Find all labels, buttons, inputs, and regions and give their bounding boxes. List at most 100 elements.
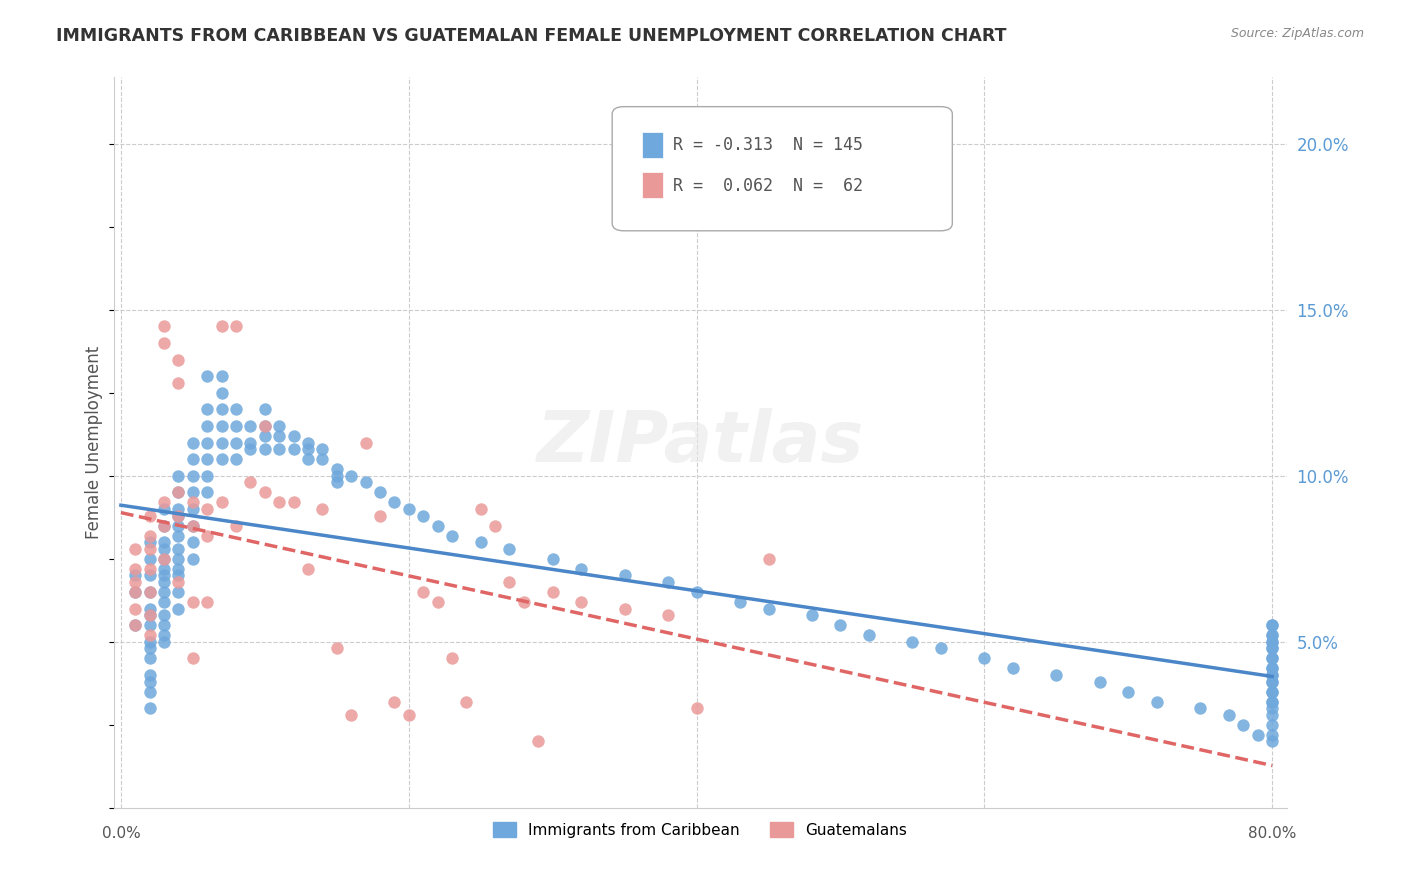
Immigrants from Caribbean: [253, 402, 276, 417]
Guatemalans: [153, 495, 176, 509]
Immigrants from Caribbean: [253, 429, 276, 443]
Immigrants from Caribbean: [181, 551, 204, 566]
Guatemalans: [456, 694, 478, 708]
Guatemalans: [685, 701, 707, 715]
Immigrants from Caribbean: [1261, 674, 1284, 689]
Guatemalans: [181, 595, 204, 609]
Immigrants from Caribbean: [138, 618, 160, 632]
Immigrants from Caribbean: [138, 651, 160, 665]
Immigrants from Caribbean: [195, 402, 218, 417]
Bar: [641, 132, 662, 158]
Immigrants from Caribbean: [167, 468, 190, 483]
Immigrants from Caribbean: [297, 435, 319, 450]
Immigrants from Caribbean: [1261, 618, 1284, 632]
Immigrants from Caribbean: [1261, 718, 1284, 732]
Guatemalans: [527, 734, 550, 748]
Text: ZIPatlas: ZIPatlas: [537, 409, 863, 477]
Immigrants from Caribbean: [1261, 641, 1284, 656]
Immigrants from Caribbean: [1247, 728, 1270, 742]
Immigrants from Caribbean: [211, 369, 233, 384]
Immigrants from Caribbean: [225, 452, 247, 467]
Immigrants from Caribbean: [571, 562, 593, 576]
Immigrants from Caribbean: [1261, 668, 1284, 682]
Immigrants from Caribbean: [167, 562, 190, 576]
Immigrants from Caribbean: [167, 541, 190, 556]
Immigrants from Caribbean: [1002, 661, 1025, 675]
Guatemalans: [124, 618, 146, 632]
Text: Source: ZipAtlas.com: Source: ZipAtlas.com: [1230, 27, 1364, 40]
Immigrants from Caribbean: [470, 535, 492, 549]
Guatemalans: [153, 336, 176, 351]
Immigrants from Caribbean: [124, 568, 146, 582]
Guatemalans: [138, 585, 160, 599]
Immigrants from Caribbean: [167, 585, 190, 599]
Guatemalans: [225, 319, 247, 334]
Guatemalans: [426, 595, 449, 609]
Legend: Immigrants from Caribbean, Guatemalans: Immigrants from Caribbean, Guatemalans: [486, 815, 914, 844]
Immigrants from Caribbean: [1189, 701, 1212, 715]
Guatemalans: [153, 518, 176, 533]
Guatemalans: [167, 376, 190, 390]
Guatemalans: [138, 541, 160, 556]
Immigrants from Caribbean: [167, 502, 190, 516]
Immigrants from Caribbean: [167, 518, 190, 533]
Immigrants from Caribbean: [1088, 674, 1111, 689]
Immigrants from Caribbean: [426, 518, 449, 533]
Guatemalans: [758, 551, 780, 566]
Guatemalans: [326, 641, 349, 656]
Immigrants from Caribbean: [1261, 701, 1284, 715]
Guatemalans: [498, 574, 520, 589]
Guatemalans: [283, 495, 305, 509]
Immigrants from Caribbean: [858, 628, 880, 642]
Immigrants from Caribbean: [1261, 634, 1284, 648]
Immigrants from Caribbean: [181, 468, 204, 483]
Immigrants from Caribbean: [138, 641, 160, 656]
Immigrants from Caribbean: [181, 435, 204, 450]
Guatemalans: [195, 528, 218, 542]
Immigrants from Caribbean: [269, 442, 291, 457]
Guatemalans: [657, 608, 679, 623]
Immigrants from Caribbean: [1261, 674, 1284, 689]
Immigrants from Caribbean: [239, 442, 262, 457]
Immigrants from Caribbean: [138, 701, 160, 715]
Immigrants from Caribbean: [153, 535, 176, 549]
Guatemalans: [382, 694, 405, 708]
Immigrants from Caribbean: [901, 634, 924, 648]
Immigrants from Caribbean: [138, 634, 160, 648]
Guatemalans: [311, 502, 333, 516]
Immigrants from Caribbean: [354, 475, 377, 490]
Guatemalans: [181, 518, 204, 533]
Guatemalans: [124, 601, 146, 615]
Guatemalans: [513, 595, 536, 609]
Guatemalans: [340, 707, 363, 722]
Guatemalans: [253, 485, 276, 500]
Immigrants from Caribbean: [211, 402, 233, 417]
Immigrants from Caribbean: [1261, 684, 1284, 698]
Immigrants from Caribbean: [269, 419, 291, 434]
Immigrants from Caribbean: [153, 628, 176, 642]
Immigrants from Caribbean: [167, 601, 190, 615]
Immigrants from Caribbean: [973, 651, 995, 665]
Guatemalans: [153, 551, 176, 566]
Guatemalans: [138, 628, 160, 642]
Guatemalans: [368, 508, 391, 523]
Guatemalans: [138, 608, 160, 623]
Guatemalans: [153, 319, 176, 334]
Immigrants from Caribbean: [1116, 684, 1139, 698]
Immigrants from Caribbean: [195, 452, 218, 467]
Guatemalans: [211, 319, 233, 334]
Guatemalans: [398, 707, 420, 722]
Immigrants from Caribbean: [138, 551, 160, 566]
Immigrants from Caribbean: [1261, 628, 1284, 642]
Immigrants from Caribbean: [195, 369, 218, 384]
Immigrants from Caribbean: [211, 419, 233, 434]
Immigrants from Caribbean: [657, 574, 679, 589]
Immigrants from Caribbean: [1218, 707, 1240, 722]
Immigrants from Caribbean: [685, 585, 707, 599]
Guatemalans: [541, 585, 564, 599]
Immigrants from Caribbean: [800, 608, 823, 623]
Immigrants from Caribbean: [153, 502, 176, 516]
Immigrants from Caribbean: [153, 618, 176, 632]
Immigrants from Caribbean: [181, 535, 204, 549]
Immigrants from Caribbean: [283, 429, 305, 443]
